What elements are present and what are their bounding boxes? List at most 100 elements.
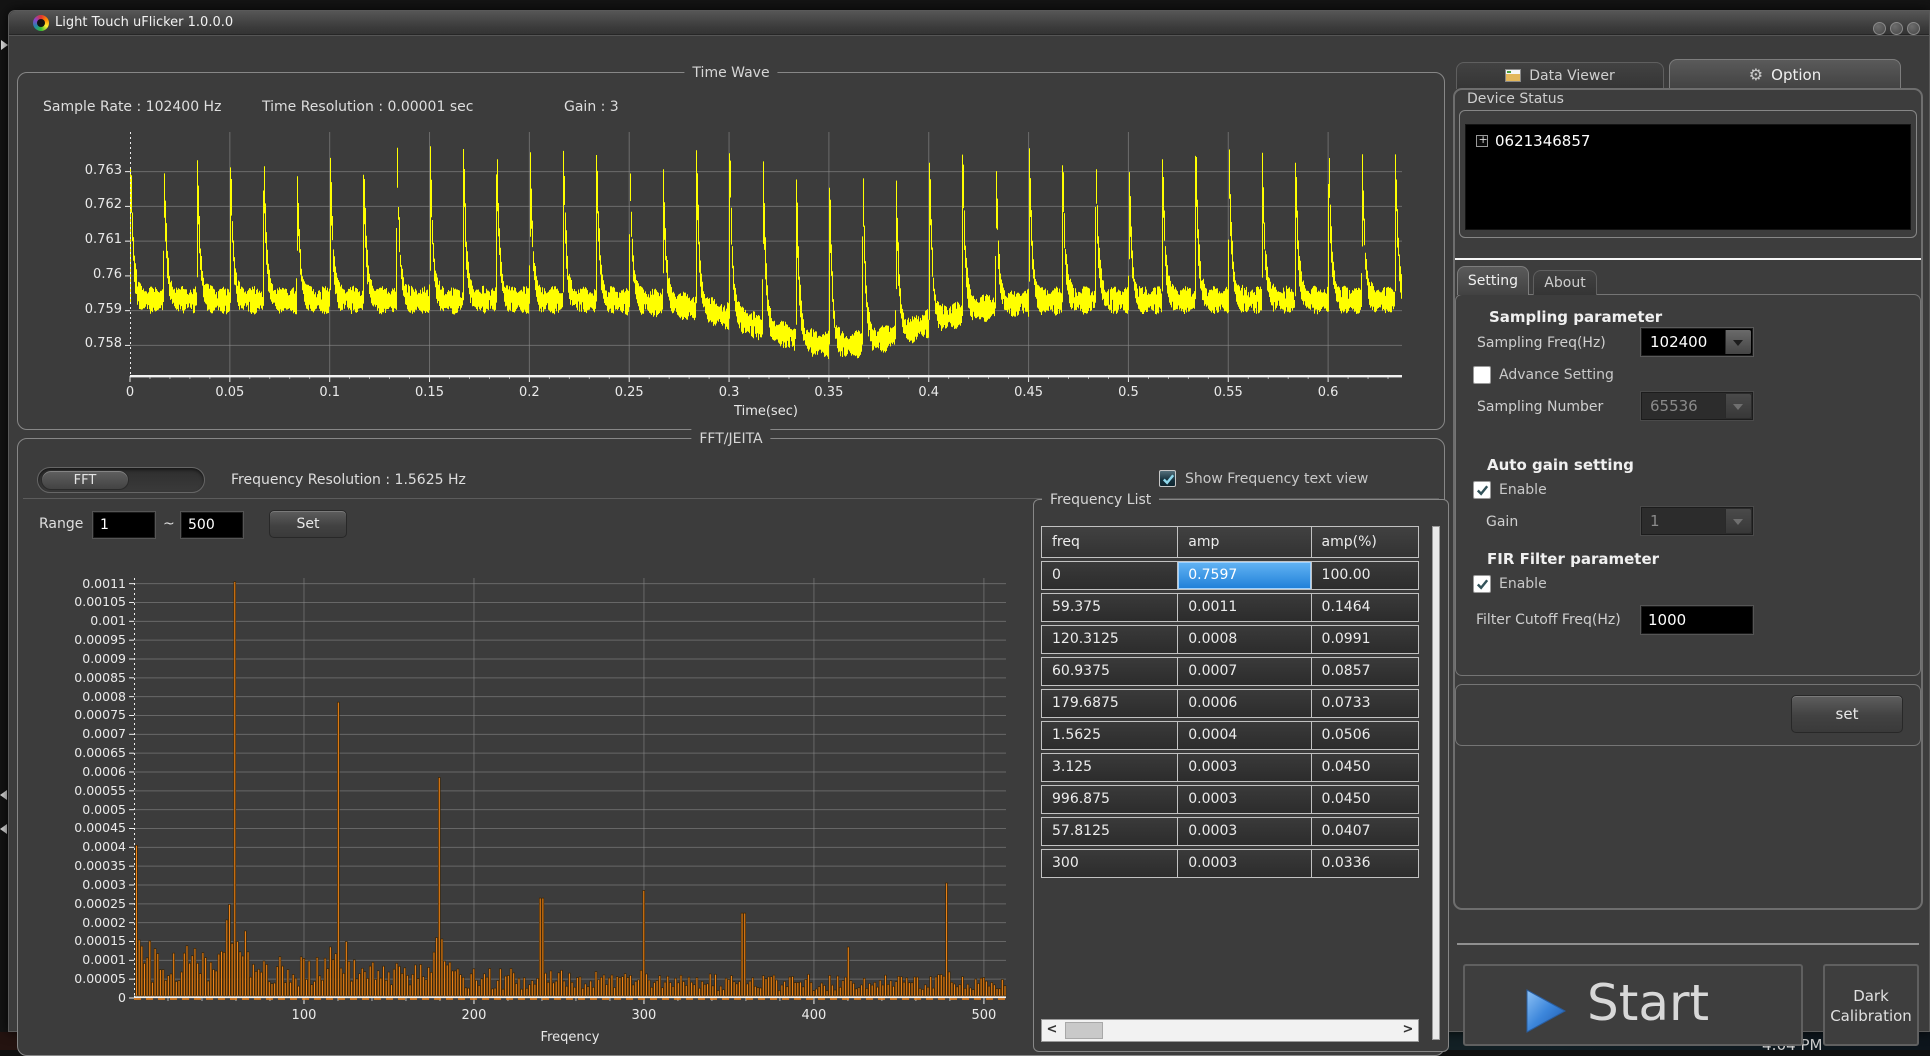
range-tilde: ~ [163,516,175,532]
column-header[interactable]: amp(%) [1312,527,1418,557]
table-cell[interactable]: 0.0003 [1178,850,1311,877]
sampling-number-combobox: 65536 [1641,392,1753,420]
column-header[interactable]: amp [1178,527,1311,557]
table-cell[interactable]: 0.0336 [1312,850,1418,877]
fir-enable-label: Enable [1499,576,1547,592]
table-cell[interactable]: 0.7597 [1178,562,1311,589]
tab-about[interactable]: About [1533,270,1597,295]
table-cell[interactable]: 0.0407 [1312,818,1418,845]
table-row[interactable]: 1.56250.00040.0506 [1041,721,1419,750]
table-cell[interactable]: 0.0003 [1178,818,1311,845]
tree-expand-icon[interactable] [1476,135,1488,147]
axis-tick-label: 0.00105 [36,594,126,609]
table-row[interactable]: 57.81250.00030.0407 [1041,817,1419,846]
sampling-freq-combobox[interactable]: 102400 [1641,328,1753,356]
table-cell[interactable]: 996.875 [1042,786,1178,813]
scrollbar-thumb[interactable] [1065,1022,1103,1039]
range-to-input[interactable] [181,512,243,538]
table-row[interactable]: 996.8750.00030.0450 [1041,785,1419,814]
tab-setting[interactable]: Setting [1457,266,1529,295]
range-set-button[interactable]: Set [269,510,347,538]
tab-option[interactable]: ⚙Option [1669,59,1901,89]
tab-data-viewer[interactable]: Data Viewer [1456,62,1664,89]
frequency-resolution-label: Frequency Resolution : 1.5625 Hz [231,472,466,488]
table-cell[interactable]: 0.0733 [1312,690,1418,717]
table-cell[interactable]: 0.0011 [1178,594,1311,621]
dropdown-arrow-icon[interactable] [1725,330,1751,354]
table-cell[interactable]: 59.375 [1042,594,1178,621]
table-cell[interactable]: 0 [1042,562,1178,589]
auto-gain-enable-label: Enable [1499,482,1547,498]
table-cell[interactable]: 0.0006 [1178,690,1311,717]
set-button[interactable]: set [1791,695,1903,733]
table-cell[interactable]: 1.5625 [1042,722,1178,749]
table-cell[interactable]: 57.8125 [1042,818,1178,845]
desktop-background: 4:04 PM Light Touch uFlicker 1.0.0.0 Tim… [0,0,1930,1050]
table-cell[interactable]: 0.1464 [1312,594,1418,621]
filter-cutoff-input[interactable] [1641,606,1753,634]
table-cell[interactable]: 0.0450 [1312,786,1418,813]
table-cell[interactable]: 0.0857 [1312,658,1418,685]
table-cell[interactable]: 0.0003 [1178,754,1311,781]
device-status-title: Device Status [1467,91,1564,107]
auto-gain-enable-checkbox[interactable] [1473,481,1491,499]
minimize-button[interactable] [1873,22,1886,35]
table-cell[interactable]: 100.00 [1312,562,1418,589]
dark-calibration-button[interactable]: Dark Calibration [1823,964,1919,1046]
column-header[interactable]: freq [1042,527,1178,557]
range-from-input[interactable] [93,512,155,538]
frequency-table-horizontal-scrollbar[interactable]: < > [1041,1019,1419,1042]
table-cell[interactable]: 300 [1042,850,1178,877]
fft-chart: 0.00110.001050.0010.000950.00090.000850.… [134,578,1006,998]
table-cell[interactable]: 0.0003 [1178,786,1311,813]
table-cell[interactable]: 179.6875 [1042,690,1178,717]
axis-tick-label: 0.55 [1198,385,1258,400]
table-row[interactable]: 59.3750.00110.1464 [1041,593,1419,622]
table-cell[interactable]: 0.0991 [1312,626,1418,653]
sampling-number-value: 65536 [1650,397,1698,415]
table-cell[interactable]: 0.0007 [1178,658,1311,685]
axis-tick-label: 0.45 [999,385,1059,400]
table-cell[interactable]: 0.0450 [1312,754,1418,781]
scroll-left-icon[interactable]: < [1042,1020,1062,1041]
time-resolution-label: Time Resolution : 0.00001 sec [262,99,473,115]
axis-tick-label: 0.4 [899,385,959,400]
axis-tick-label: 0.763 [32,163,122,178]
table-row[interactable]: 120.31250.00080.0991 [1041,625,1419,654]
title-bar[interactable]: Light Touch uFlicker 1.0.0.0 [9,11,1929,35]
table-cell[interactable]: 120.3125 [1042,626,1178,653]
fir-enable-checkbox[interactable] [1473,575,1491,593]
table-row[interactable]: 179.68750.00060.0733 [1041,689,1419,718]
table-cell[interactable]: 3.125 [1042,754,1178,781]
axis-tick-label: 0.759 [32,302,122,317]
table-cell[interactable]: 0.0004 [1178,722,1311,749]
axis-tick-label: 0.0008 [36,689,126,704]
table-cell[interactable]: 0.0506 [1312,722,1418,749]
time-wave-panel: Time Wave Sample Rate : 102400 Hz Time R… [17,72,1445,430]
axis-tick-label: 0.0004 [36,839,126,854]
fft-mode-toggle[interactable]: FFT [37,467,205,493]
fft-toggle-knob[interactable]: FFT [41,470,129,490]
scroll-right-icon[interactable]: > [1398,1020,1418,1041]
table-row[interactable]: 60.93750.00070.0857 [1041,657,1419,686]
axis-tick-label: 0.6 [1298,385,1358,400]
table-cell[interactable]: 60.9375 [1042,658,1178,685]
axis-tick-label: 0.00085 [36,670,126,685]
device-tree[interactable]: 0621346857 [1465,124,1911,230]
table-cell[interactable]: 0.0008 [1178,626,1311,653]
maximize-button[interactable] [1890,22,1903,35]
show-frequency-checkbox[interactable] [1159,470,1176,487]
table-row[interactable]: 3.1250.00030.0450 [1041,753,1419,782]
device-tree-item[interactable]: 0621346857 [1476,132,1590,150]
axis-tick-label: 0.0011 [36,576,126,591]
axis-tick-label: 0.3 [699,385,759,400]
frequency-table-vertical-scrollbar[interactable] [1432,526,1440,1040]
table-row[interactable]: 3000.00030.0336 [1041,849,1419,878]
axis-tick-label: 200 [444,1008,504,1023]
close-button[interactable] [1907,22,1920,35]
start-button[interactable]: Start [1463,964,1803,1046]
advance-setting-checkbox[interactable] [1473,366,1491,384]
table-row[interactable]: 00.7597100.00 [1041,561,1419,590]
axis-tick-label: 300 [614,1008,674,1023]
tab-data-viewer-label: Data Viewer [1529,68,1614,84]
